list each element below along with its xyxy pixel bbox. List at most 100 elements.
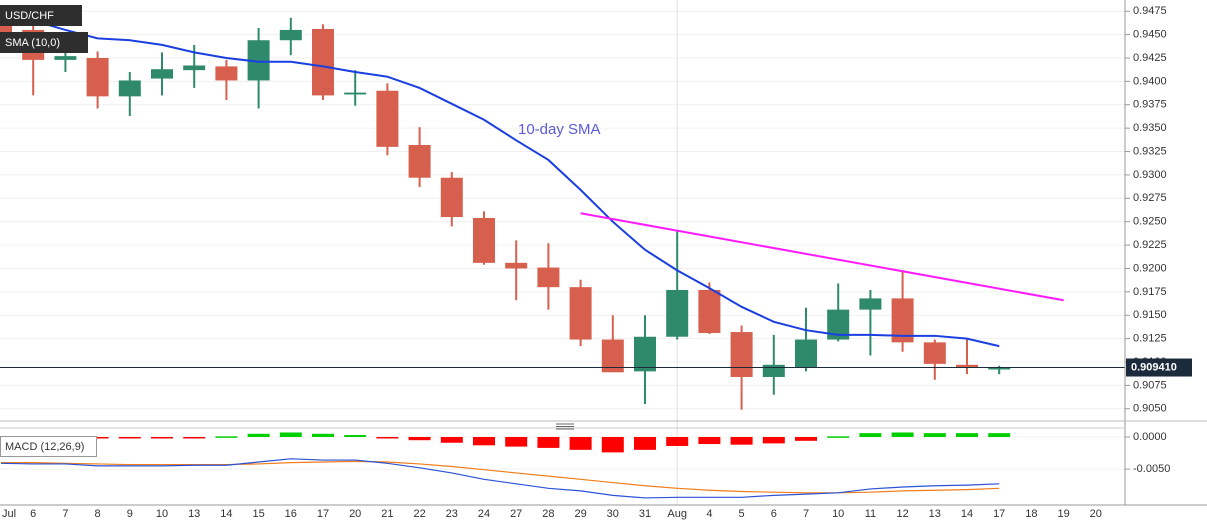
last-price-box bbox=[1126, 358, 1192, 377]
x-tick-label: Jul bbox=[2, 508, 16, 520]
last-price-label: 0.909410 bbox=[1131, 361, 1177, 373]
x-tick-label: 31 bbox=[639, 508, 651, 520]
histogram-bar bbox=[505, 436, 528, 447]
y-tick-label: 0.9475 bbox=[1133, 5, 1167, 17]
x-tick-label: 20 bbox=[349, 508, 361, 520]
candle-body bbox=[956, 364, 978, 368]
x-tick-label: 21 bbox=[381, 508, 393, 520]
histogram-bar bbox=[440, 436, 463, 443]
candle-body bbox=[215, 66, 238, 81]
macd-title: MACD (12,26,9) bbox=[5, 441, 84, 453]
candle-body bbox=[54, 56, 77, 60]
y-tick-label: -0.0050 bbox=[1133, 463, 1170, 475]
histogram-bar bbox=[247, 433, 270, 437]
histogram-bar bbox=[215, 436, 238, 438]
y-tick-label: 0.9050 bbox=[1133, 403, 1167, 415]
y-tick-label: 0.9125 bbox=[1133, 333, 1167, 345]
y-tick-label: 0.9275 bbox=[1133, 192, 1167, 204]
x-tick-label: 28 bbox=[542, 508, 554, 520]
sma-line bbox=[0, 9, 1000, 348]
x-tick-label: 23 bbox=[446, 508, 458, 520]
y-tick-label: 0.9400 bbox=[1133, 75, 1167, 87]
candle-body bbox=[376, 90, 399, 147]
x-tick-label: 5 bbox=[739, 508, 745, 520]
x-tick-label: 7 bbox=[62, 508, 68, 520]
histogram-bar bbox=[279, 432, 302, 437]
candle-body bbox=[151, 69, 173, 79]
candle-body bbox=[666, 289, 689, 337]
x-tick-label: 11 bbox=[865, 508, 876, 520]
candle-body bbox=[859, 298, 882, 310]
candle-body bbox=[408, 144, 431, 178]
candle-body bbox=[537, 267, 560, 288]
x-tick-label: 30 bbox=[607, 508, 619, 520]
histogram-bar bbox=[891, 432, 914, 437]
x-tick-label: 10 bbox=[156, 508, 168, 520]
x-tick-label: 20 bbox=[1090, 508, 1102, 520]
symbol-box bbox=[0, 5, 82, 26]
y-tick-label: 0.9175 bbox=[1133, 286, 1167, 298]
y-tick-label: 0.9450 bbox=[1133, 29, 1167, 41]
x-tick-label: 9 bbox=[127, 508, 133, 520]
histogram-bar bbox=[118, 436, 141, 439]
x-tick-label: 18 bbox=[1025, 508, 1037, 520]
x-tick-label: 14 bbox=[220, 508, 232, 520]
candle-body bbox=[827, 309, 850, 340]
candle-body bbox=[118, 80, 141, 97]
candle-body bbox=[279, 29, 302, 41]
histogram-bar bbox=[730, 436, 753, 445]
histogram-bar bbox=[988, 433, 1011, 437]
candle-body bbox=[891, 298, 914, 343]
candle-body bbox=[183, 65, 206, 71]
x-tick-label: 6 bbox=[30, 508, 36, 520]
y-tick-label: 0.9200 bbox=[1133, 262, 1167, 274]
resize-handle[interactable] bbox=[556, 423, 574, 430]
candle-body bbox=[923, 342, 946, 364]
y-tick-label: 0.9150 bbox=[1133, 309, 1167, 321]
y-tick-label: 0.9225 bbox=[1133, 239, 1167, 251]
histogram-bar bbox=[376, 436, 399, 439]
candle-body bbox=[730, 332, 753, 377]
x-tick-label: 6 bbox=[771, 508, 777, 520]
candle-body bbox=[601, 339, 624, 373]
x-tick-label: 7 bbox=[803, 508, 809, 520]
candle-body bbox=[344, 92, 367, 95]
candle-body bbox=[988, 367, 1011, 370]
y-tick-label: 0.9375 bbox=[1133, 99, 1167, 111]
histogram-bar bbox=[762, 436, 785, 444]
trend-line bbox=[580, 212, 1064, 302]
y-tick-label: 0.9325 bbox=[1133, 145, 1167, 157]
histogram-bar bbox=[666, 436, 689, 446]
macd-label-box bbox=[0, 436, 97, 457]
histogram-bar bbox=[698, 436, 721, 445]
candle-body bbox=[698, 289, 721, 334]
candle-body bbox=[312, 28, 334, 96]
x-tick-label: 13 bbox=[188, 508, 200, 520]
histogram-bar bbox=[312, 433, 334, 437]
x-tick-label: 17 bbox=[317, 508, 329, 520]
x-tick-label: 27 bbox=[510, 508, 522, 520]
legend-box bbox=[0, 32, 88, 53]
candle-body bbox=[569, 287, 592, 340]
symbol-label: USD/CHF bbox=[5, 10, 54, 22]
x-tick-label: 22 bbox=[413, 508, 425, 520]
histogram-bar bbox=[827, 436, 850, 438]
histogram-bar bbox=[183, 436, 206, 439]
y-tick-label: 0.0000 bbox=[1133, 431, 1167, 443]
y-tick-label: 0.9250 bbox=[1133, 216, 1167, 228]
x-tick-label: 17 bbox=[993, 508, 1005, 520]
x-tick-label: 8 bbox=[95, 508, 101, 520]
histogram-bar bbox=[473, 436, 495, 446]
x-tick-label: 13 bbox=[929, 508, 941, 520]
histogram-bar bbox=[923, 433, 946, 437]
x-tick-label: 24 bbox=[478, 508, 490, 520]
x-tick-label: 4 bbox=[706, 508, 712, 520]
x-tick-label: 19 bbox=[1057, 508, 1069, 520]
histogram-bar bbox=[569, 436, 592, 450]
x-tick-label: 29 bbox=[574, 508, 586, 520]
legend-label: SMA (10,0) bbox=[5, 37, 60, 49]
candle-body bbox=[440, 177, 463, 218]
y-tick-label: 0.9425 bbox=[1133, 52, 1167, 64]
candle-body bbox=[247, 40, 270, 81]
